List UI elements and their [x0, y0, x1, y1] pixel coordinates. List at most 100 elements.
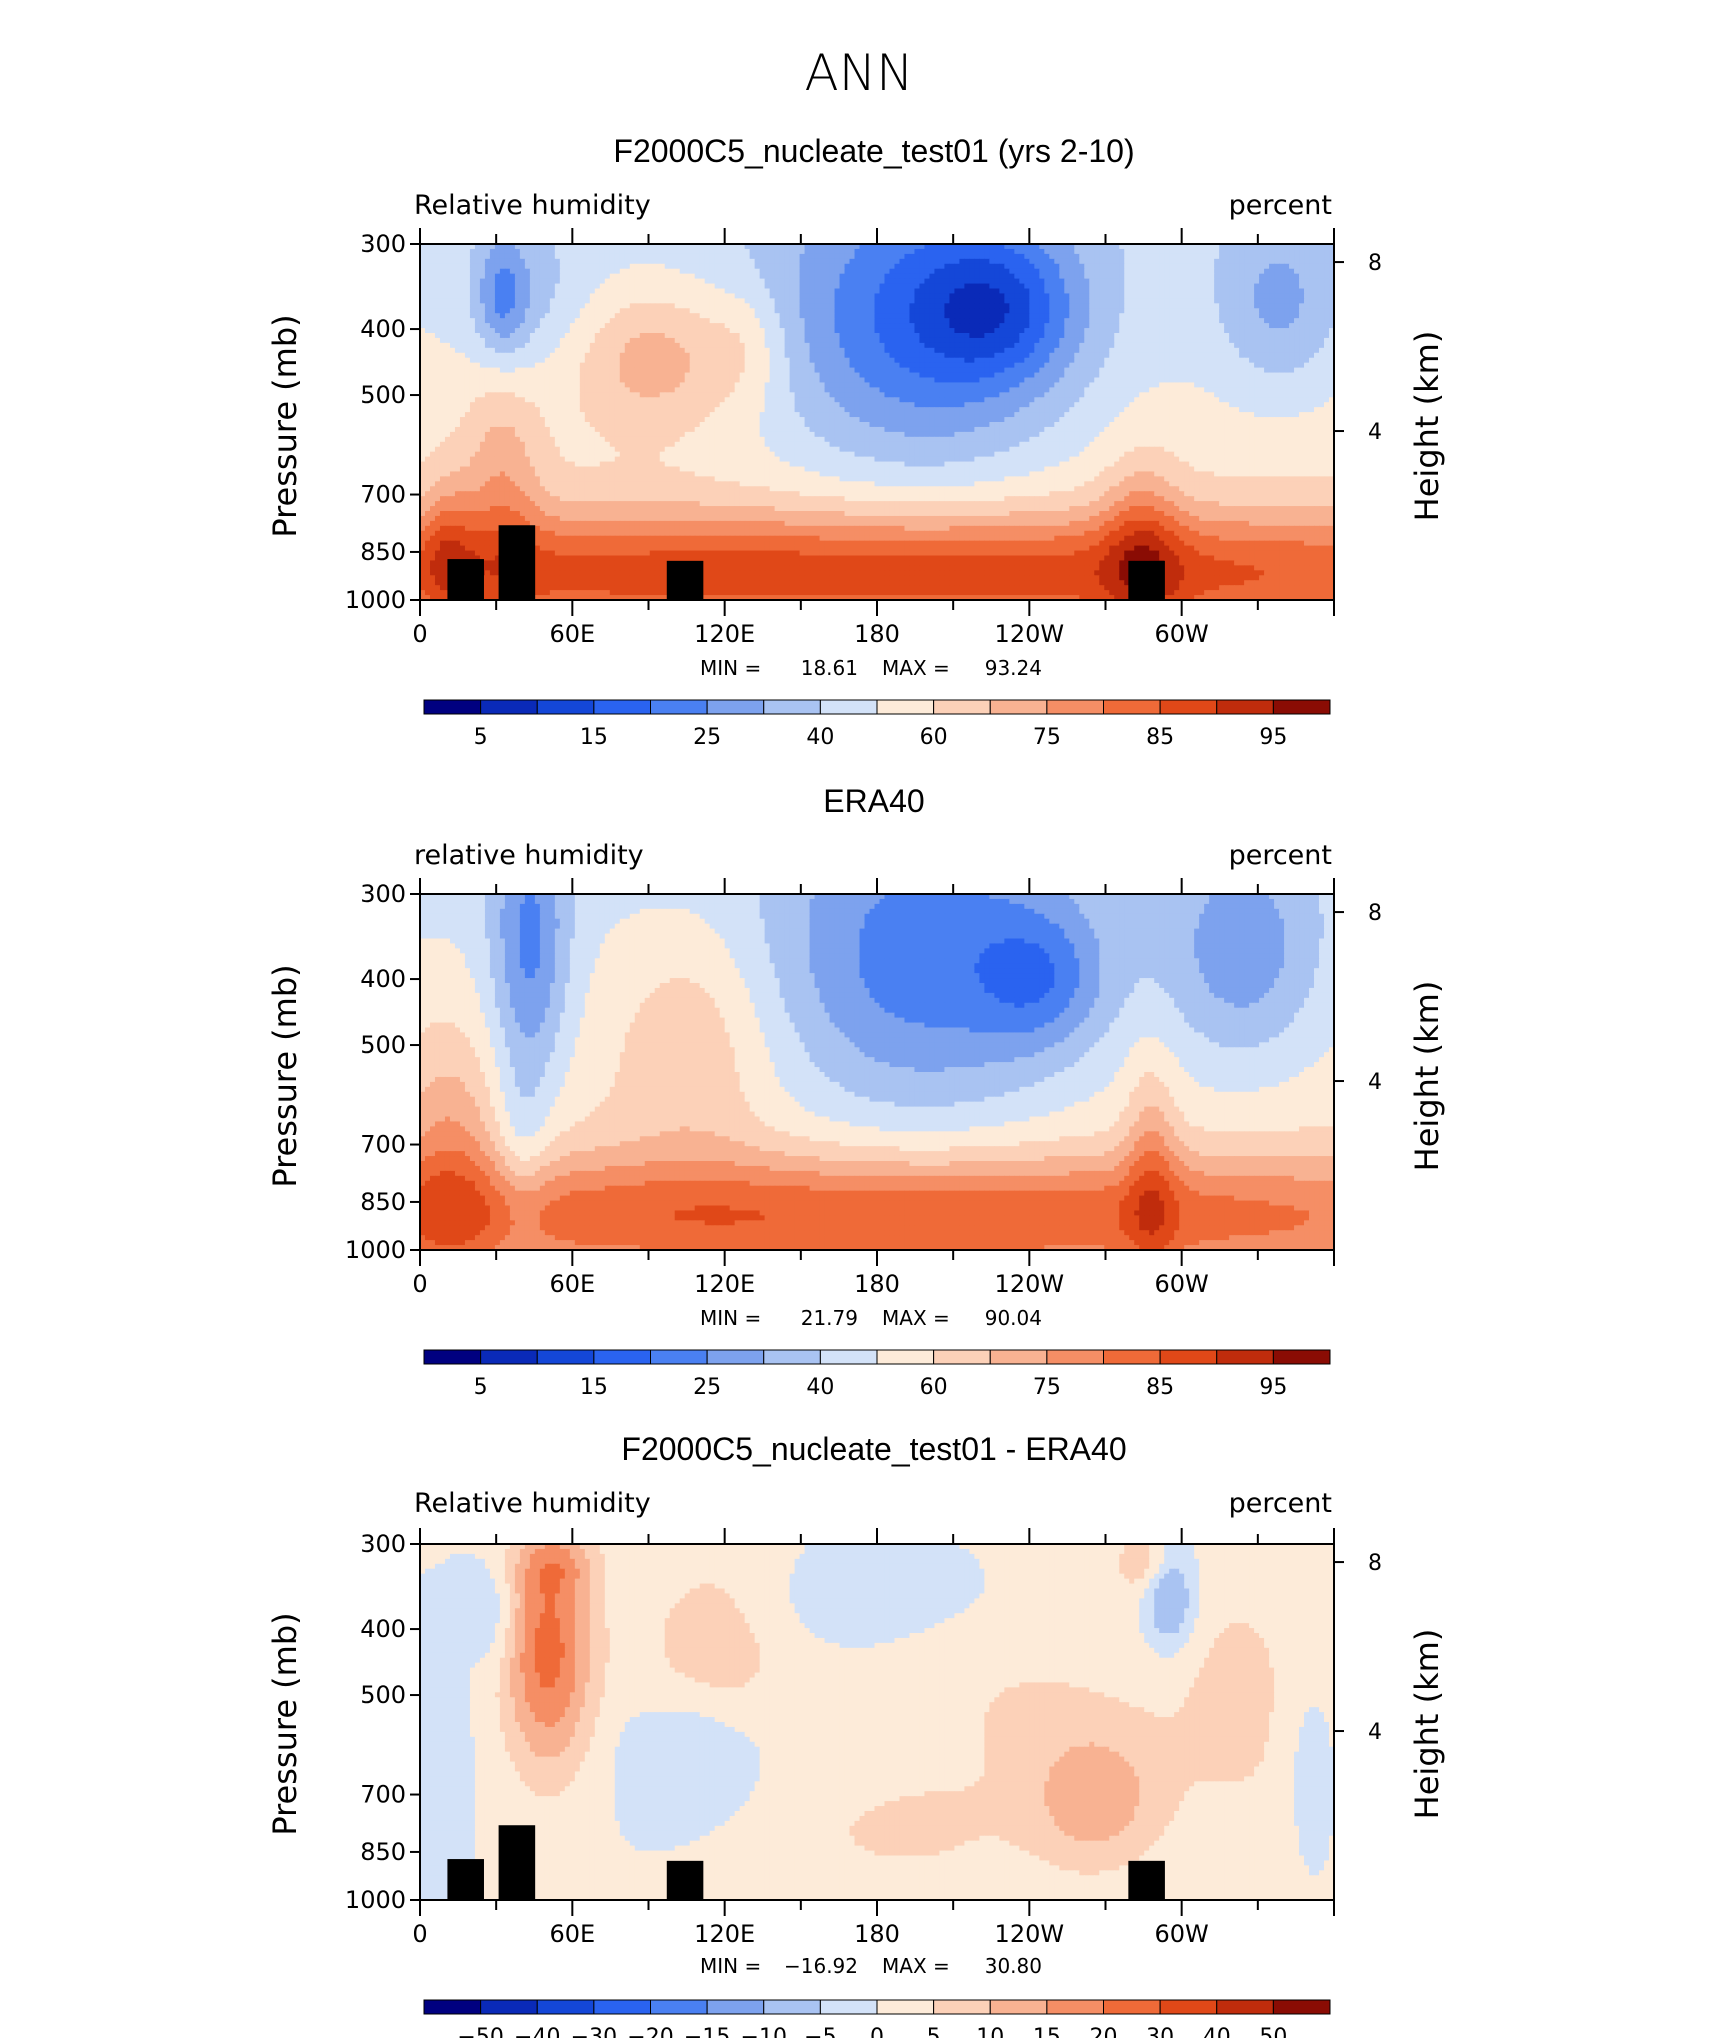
field-cell: [460, 249, 466, 255]
field-cell: [1129, 274, 1135, 280]
field-cell: [964, 264, 970, 270]
field-cell: [1044, 318, 1050, 324]
field-cell: [1139, 303, 1145, 309]
field-cell: [1274, 289, 1280, 295]
field-cell: [630, 333, 636, 339]
field-cell: [665, 279, 671, 285]
field-cell: [805, 328, 811, 334]
field-cell: [1224, 289, 1230, 295]
field-cell: [1264, 254, 1270, 260]
field-cell: [1019, 254, 1025, 260]
field-cell: [720, 289, 726, 295]
field-cell: [1199, 318, 1205, 324]
field-cell: [825, 264, 831, 270]
field-cell: [899, 274, 905, 280]
field-cell: [1274, 323, 1280, 329]
field-cell: [625, 293, 631, 299]
field-cell: [465, 318, 471, 324]
field-cell: [550, 274, 556, 280]
field-cell: [1089, 293, 1095, 299]
field-cell: [1299, 249, 1305, 255]
field-cell: [934, 333, 940, 339]
field-cell: [720, 264, 726, 270]
field-cell: [695, 269, 701, 275]
field-cell: [1149, 264, 1155, 270]
field-cell: [640, 264, 646, 270]
field-cell: [475, 298, 481, 304]
field-cell: [540, 254, 546, 260]
field-cell: [1239, 313, 1245, 319]
field-cell: [550, 323, 556, 329]
field-cell: [1104, 254, 1110, 260]
field-cell: [1134, 313, 1140, 319]
field-cell: [1009, 293, 1015, 299]
field-cell: [495, 284, 501, 290]
field-cell: [500, 333, 506, 339]
field-cell: [700, 274, 706, 280]
field-cell: [1054, 318, 1060, 324]
field-cell: [889, 284, 895, 290]
field-cell: [510, 269, 516, 275]
field-cell: [680, 254, 686, 260]
field-cell: [994, 274, 1000, 280]
field-cell: [455, 318, 461, 324]
field-cell: [705, 293, 711, 299]
field-cell: [690, 274, 696, 280]
field-cell: [785, 293, 791, 299]
field-cell: [964, 284, 970, 290]
field-cell: [894, 303, 900, 309]
field-cell: [1109, 323, 1115, 329]
field-cell: [555, 274, 561, 280]
field-cell: [705, 318, 711, 324]
field-cell: [750, 279, 756, 285]
field-cell: [1139, 313, 1145, 319]
field-cell: [600, 313, 606, 319]
field-cell: [1079, 249, 1085, 255]
field-cell: [1049, 289, 1055, 295]
field-cell: [720, 318, 726, 324]
field-cell: [1144, 269, 1150, 275]
field-cell: [1274, 293, 1280, 299]
field-cell: [989, 259, 995, 265]
field-cell: [735, 249, 741, 255]
field-cell: [899, 323, 905, 329]
field-cell: [989, 279, 995, 285]
field-cell: [1284, 303, 1290, 309]
field-cell: [909, 284, 915, 290]
field-cell: [969, 289, 975, 295]
field-cell: [535, 298, 541, 304]
field-cell: [825, 298, 831, 304]
field-cell: [1099, 259, 1105, 265]
field-cell: [1249, 279, 1255, 285]
field-cell: [1164, 313, 1170, 319]
field-cell: [620, 313, 626, 319]
field-cell: [939, 328, 945, 334]
field-cell: [760, 259, 766, 265]
field-cell: [795, 269, 801, 275]
field-cell: [1139, 284, 1145, 290]
field-cell: [929, 249, 935, 255]
field-cell: [865, 289, 871, 295]
field-cell: [505, 338, 511, 344]
field-cell: [540, 333, 546, 339]
field-cell: [1214, 274, 1220, 280]
field-cell: [1034, 279, 1040, 285]
field-cell: [555, 284, 561, 290]
field-cell: [1179, 264, 1185, 270]
field-cell: [1014, 254, 1020, 260]
field-cell: [565, 338, 571, 344]
field-cell: [720, 254, 726, 260]
field-cell: [830, 328, 836, 334]
field-cell: [535, 264, 541, 270]
field-cell: [550, 313, 556, 319]
field-cell: [1219, 259, 1225, 265]
field-cell: [440, 303, 446, 309]
field-cell: [710, 318, 716, 324]
field-cell: [825, 284, 831, 290]
field-cell: [485, 274, 491, 280]
field-cell: [605, 293, 611, 299]
field-cell: [815, 298, 821, 304]
field-cell: [575, 293, 581, 299]
field-cell: [705, 254, 711, 260]
field-cell: [725, 279, 731, 285]
